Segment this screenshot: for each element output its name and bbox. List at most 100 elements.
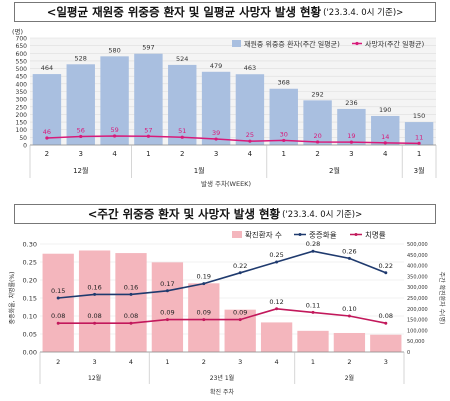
y-tick-label: 0 bbox=[23, 143, 27, 150]
y-right-tick-label: 200,000 bbox=[407, 307, 428, 313]
x-tick-label: 3 bbox=[349, 150, 353, 158]
bar bbox=[337, 108, 366, 145]
x-axis-title: 확진 주차 bbox=[210, 388, 234, 396]
line-series-fatality-rate bbox=[58, 307, 386, 324]
chart-title-date: ('23.3.4. 0시 기준)> bbox=[323, 8, 404, 18]
bar bbox=[201, 71, 231, 145]
x-tick-label: 2 bbox=[347, 358, 351, 366]
line-value-label: 0.25 bbox=[269, 251, 283, 259]
line-point bbox=[384, 321, 388, 325]
y-left-tick-label: 0.20 bbox=[23, 277, 37, 285]
y-tick-label: 650 bbox=[16, 43, 28, 50]
bar-value-label: 464 bbox=[41, 64, 53, 72]
line-value-label: 46 bbox=[43, 128, 51, 136]
y-right-tick-label: 350,000 bbox=[407, 274, 428, 280]
x-tick-label: 4 bbox=[248, 150, 253, 158]
line-point bbox=[56, 296, 60, 300]
x-tick-label: 2 bbox=[56, 358, 60, 366]
bar bbox=[260, 322, 293, 352]
x-tick-label: 2 bbox=[315, 150, 319, 158]
y-tick-label: 200 bbox=[16, 112, 28, 119]
line-value-label: 0.22 bbox=[233, 262, 247, 270]
bar bbox=[370, 334, 402, 352]
bar bbox=[333, 332, 366, 352]
line-point bbox=[202, 282, 206, 286]
bar bbox=[371, 115, 400, 145]
line-value-label: 57 bbox=[144, 126, 152, 134]
x-tick-label: 3 bbox=[214, 150, 218, 158]
line-series-deaths bbox=[46, 135, 420, 145]
bar-value-label: 190 bbox=[379, 106, 391, 114]
y-tick-label: 550 bbox=[16, 58, 28, 65]
legend-swatch-marker bbox=[298, 233, 302, 236]
y-left-tick-label: 0.10 bbox=[23, 313, 37, 321]
line-value-label: 0.17 bbox=[160, 280, 174, 288]
line-value-label: 56 bbox=[77, 126, 85, 134]
x-tick-label: 4 bbox=[129, 358, 133, 366]
line-point bbox=[45, 136, 49, 140]
y-tick-label: 600 bbox=[16, 51, 28, 58]
legend-swatch-bar bbox=[232, 231, 242, 238]
line-value-label: 0.09 bbox=[197, 309, 211, 317]
line-point bbox=[417, 141, 421, 145]
line-point bbox=[311, 310, 315, 314]
x-tick-label: 3 bbox=[79, 150, 83, 158]
x-tick-label: 3 bbox=[384, 358, 388, 366]
line-point bbox=[275, 260, 279, 264]
x-month-label: 1월 bbox=[194, 166, 205, 175]
bar bbox=[78, 250, 111, 352]
line-series-severe-rate bbox=[58, 250, 387, 299]
x-axis-title: 발생 주차(WEEK) bbox=[201, 179, 251, 188]
bar-value-label: 597 bbox=[142, 44, 154, 52]
x-tick-label: 3 bbox=[93, 358, 97, 366]
line-point bbox=[248, 139, 252, 143]
y-tick-label: 700 bbox=[16, 36, 28, 43]
x-tick-label: 4 bbox=[112, 150, 117, 158]
line-point bbox=[383, 141, 387, 145]
line-point bbox=[214, 137, 218, 141]
x-month-label: 12월 bbox=[88, 374, 101, 382]
line-point bbox=[165, 289, 169, 293]
x-tick-label: 2 bbox=[45, 150, 49, 158]
bar-value-label: 236 bbox=[345, 99, 357, 107]
chart-panel-daily: <일평균 재원중 위중증 환자 및 일평균 사망자 발생 현황 ('23.3.4.… bbox=[0, 0, 450, 195]
line-point bbox=[79, 134, 83, 139]
y-right-tick-label: 400,000 bbox=[407, 264, 428, 270]
y-right-tick-label: 250,000 bbox=[407, 296, 428, 302]
y-tick-label: 500 bbox=[16, 66, 28, 73]
x-month-label: 2월 bbox=[329, 166, 340, 175]
line-point bbox=[275, 307, 279, 311]
line-value-label: 0.22 bbox=[379, 262, 393, 270]
x-tick-label: 4 bbox=[275, 358, 279, 366]
x-month-label: 12월 bbox=[73, 166, 88, 175]
y-left-tick-label: 0.05 bbox=[23, 331, 37, 339]
chart-title-main: <일평균 재원중 위중증 환자 및 일평균 사망자 발생 현황 bbox=[46, 5, 322, 19]
line-point bbox=[165, 318, 169, 322]
x-month-label: 3월 bbox=[414, 166, 425, 175]
x-tick-label: 2 bbox=[180, 150, 184, 158]
line-value-label: 0.08 bbox=[51, 312, 65, 320]
line-point bbox=[349, 140, 354, 144]
y-tick-label: 100 bbox=[16, 127, 28, 134]
chart-weekly-svg: 0.00 0.05 0.10 0.15 0.20 0.25 0.30 0 50,000 100,0… bbox=[8, 230, 446, 397]
legend-label-bar: 재원중 위중증 환자(주간 일평균) bbox=[244, 40, 340, 49]
line-value-label: 0.15 bbox=[51, 287, 65, 295]
y-right-tick-label: 0 bbox=[407, 350, 410, 356]
legend-swatch-marker bbox=[355, 41, 359, 46]
y-tick-label: 350 bbox=[16, 89, 28, 96]
bar-value-label: 150 bbox=[413, 112, 425, 120]
legend-label-line1: 중증화율 bbox=[309, 231, 337, 240]
y-left-axis-title: 중증화율, 치명률(%) bbox=[8, 272, 16, 325]
line-value-label: 0.10 bbox=[342, 305, 356, 313]
bar bbox=[404, 122, 434, 145]
line-point bbox=[202, 318, 206, 322]
line-value-label: 0.16 bbox=[87, 283, 101, 291]
bar bbox=[66, 64, 95, 145]
line-point bbox=[129, 292, 133, 296]
line-point bbox=[129, 321, 133, 325]
line-value-label: 20 bbox=[313, 132, 321, 140]
y-tick-label: 400 bbox=[16, 81, 28, 88]
legend-swatch-bar bbox=[232, 40, 241, 47]
y-right-tick-label: 50,000 bbox=[407, 339, 425, 345]
bar bbox=[151, 262, 184, 352]
